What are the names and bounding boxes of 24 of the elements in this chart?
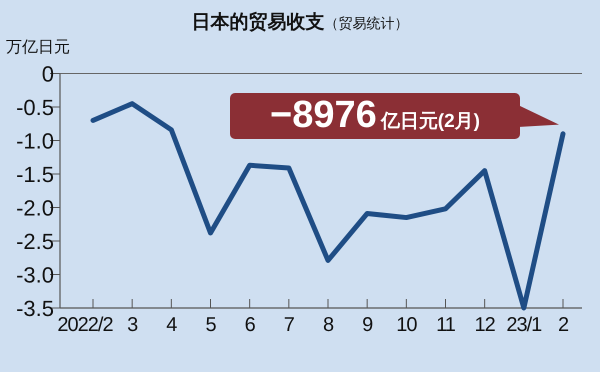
y-tick-label: -3.5 (16, 296, 54, 321)
x-tick-label: 12 (474, 314, 496, 336)
y-tick-label: 0 (42, 62, 54, 86)
x-tick-label: 2022/2 (57, 314, 114, 336)
y-tick-label: -3.0 (16, 262, 54, 288)
x-tick-label: 10 (396, 314, 418, 336)
x-tick-label: 7 (284, 314, 295, 336)
x-tick-label: 3 (127, 314, 138, 336)
x-tick-label: 5 (205, 314, 216, 336)
y-tick-label: -1.0 (16, 128, 54, 154)
x-tick-label: 6 (244, 314, 256, 336)
x-tick-label: 11 (436, 314, 456, 336)
x-tick-label: 2 (558, 314, 569, 336)
x-tick-label: 8 (322, 314, 334, 336)
y-tick-label: -0.5 (16, 95, 54, 120)
y-tick-label: -2.5 (16, 229, 54, 254)
x-tick-label: 23/1 (506, 314, 542, 336)
x-tick-label: 4 (166, 314, 178, 336)
y-tick-label: -1.5 (16, 162, 54, 187)
y-axis-title: 万亿日元 (6, 39, 70, 56)
x-tick-label: 9 (362, 314, 374, 336)
chart-subtitle: （贸易统计） (324, 15, 408, 31)
y-tick-label: -2.0 (16, 196, 54, 220)
chart-title: 日本的贸易收支 (192, 11, 324, 33)
